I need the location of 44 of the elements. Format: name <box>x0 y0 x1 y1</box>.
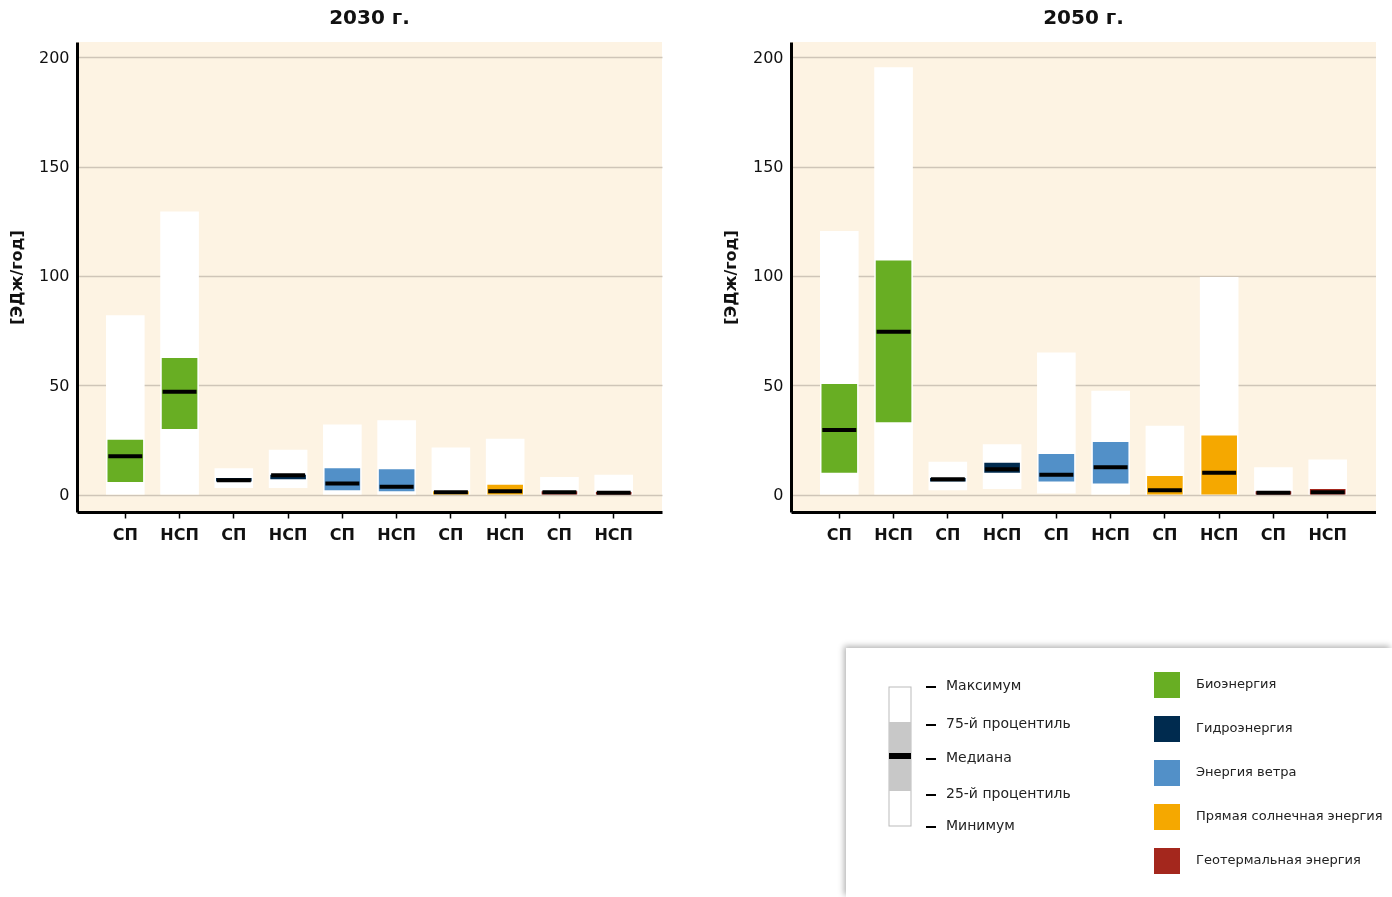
x-tick-label: НСП <box>160 524 199 544</box>
text: 25-й процентиль <box>946 785 1071 801</box>
y-tick-label: 200 <box>752 47 784 67</box>
y-tick-label: 50 <box>49 375 70 395</box>
y-tick-label: 50 <box>763 375 784 395</box>
x-tick-label: СП <box>438 524 464 544</box>
y-tick-label: 200 <box>38 47 70 67</box>
x-tick-label: НСП <box>377 524 416 544</box>
y-tick-label: 150 <box>38 157 70 177</box>
y-tick-label: 100 <box>38 266 70 286</box>
text: 75-й процентиль <box>946 715 1071 731</box>
legend-label: Гидроэнергия <box>1196 720 1293 735</box>
x-tick-label: СП <box>826 524 852 544</box>
legend-label: Геотермальная энергия <box>1196 852 1361 867</box>
x-tick-label: НСП <box>1308 524 1347 544</box>
legend-label: Энергия ветра <box>1196 764 1297 779</box>
x-tick-label: СП <box>1152 524 1178 544</box>
text: Медиана <box>946 749 1012 765</box>
x-tick-label: СП <box>221 524 247 544</box>
x-tick-label: НСП <box>485 524 525 544</box>
y-axis-title: [ЭДж/год] <box>720 230 740 325</box>
y-tick-label: 150 <box>752 157 784 177</box>
x-tick-label: СП <box>1260 524 1287 544</box>
y-tick-label: 0 <box>773 485 784 505</box>
text: Минимум <box>946 817 1015 833</box>
x-tick-label: НСП <box>1091 524 1130 544</box>
y-axis-title: [ЭДж/год] <box>6 230 26 325</box>
x-tick-label: НСП <box>268 524 308 544</box>
x-tick-label: НСП <box>874 524 913 544</box>
y-tick-label: 100 <box>752 266 784 286</box>
x-tick-label: СП <box>546 524 573 544</box>
x-tick-label: НСП <box>594 524 633 544</box>
legend-label: Прямая солнечная энергия <box>1196 808 1383 823</box>
x-tick-label: СП <box>935 524 961 544</box>
chart-title: 2050 г. <box>1043 5 1124 29</box>
x-tick-label: СП <box>329 524 355 544</box>
chart-title: 2030 г. <box>329 5 410 29</box>
x-tick-label: НСП <box>982 524 1022 544</box>
x-tick-label: СП <box>1043 524 1069 544</box>
y-tick-label: 0 <box>59 485 70 505</box>
x-tick-label: НСП <box>1199 524 1239 544</box>
legend-label: Биоэнергия <box>1196 676 1277 691</box>
text: Максимум <box>946 677 1022 693</box>
x-tick-label: СП <box>112 524 138 544</box>
